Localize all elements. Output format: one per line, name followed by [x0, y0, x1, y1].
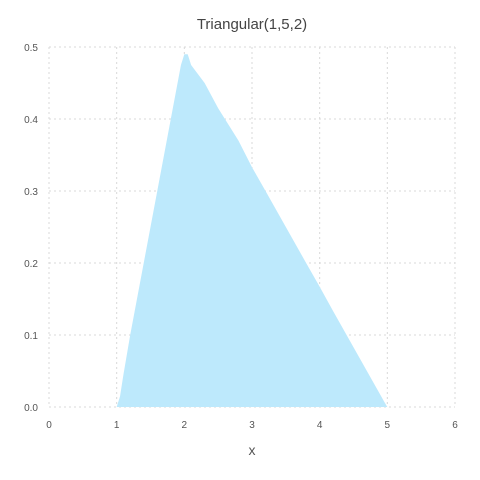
x-axis: 0 1 2 3 4 5 6: [46, 420, 458, 431]
x-tick-label: 3: [249, 420, 255, 431]
x-tick-label: 1: [114, 420, 120, 431]
y-tick-label: 0.4: [24, 115, 38, 126]
y-tick-label: 0.3: [24, 187, 38, 198]
y-tick-label: 0.1: [24, 331, 38, 342]
x-axis-label: x: [249, 442, 256, 458]
x-tick-label: 4: [317, 420, 323, 431]
y-tick-label: 0.2: [24, 259, 38, 270]
x-tick-label: 0: [46, 420, 52, 431]
x-tick-label: 6: [452, 420, 458, 431]
y-tick-label: 0.0: [24, 403, 38, 414]
chart-title: Triangular(1,5,2): [197, 16, 307, 33]
plot-area: [116, 54, 388, 407]
density-area: [116, 54, 388, 407]
y-tick-label: 0.5: [24, 43, 38, 54]
y-axis: 0.0 0.1 0.2 0.3 0.4 0.5: [24, 43, 38, 414]
x-tick-label: 2: [182, 420, 188, 431]
x-tick-label: 5: [385, 420, 391, 431]
